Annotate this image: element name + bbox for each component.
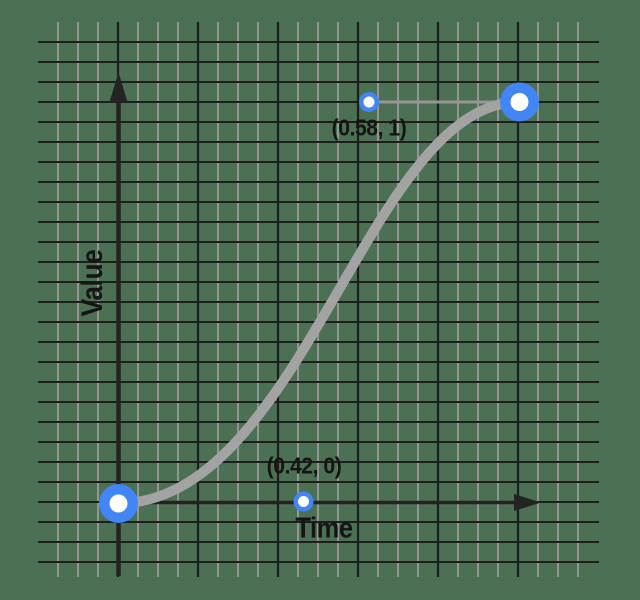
control-point-2-label: (0.58, 1) (331, 114, 407, 141)
control-point-1-handle[interactable] (293, 491, 314, 512)
control-point-1-label: (0.42, 0) (266, 452, 342, 479)
easing-curve (113, 97, 525, 509)
grid (38, 22, 599, 577)
control-point-2-handle[interactable] (359, 92, 379, 112)
y-axis-label: Value (76, 249, 109, 317)
start-point-handle[interactable] (99, 484, 138, 523)
x-axis-label: Time (295, 512, 353, 545)
end-point-handle[interactable] (500, 82, 539, 122)
y-axis-arrowhead-icon (109, 72, 128, 102)
x-axis-arrowhead-icon (514, 494, 541, 511)
